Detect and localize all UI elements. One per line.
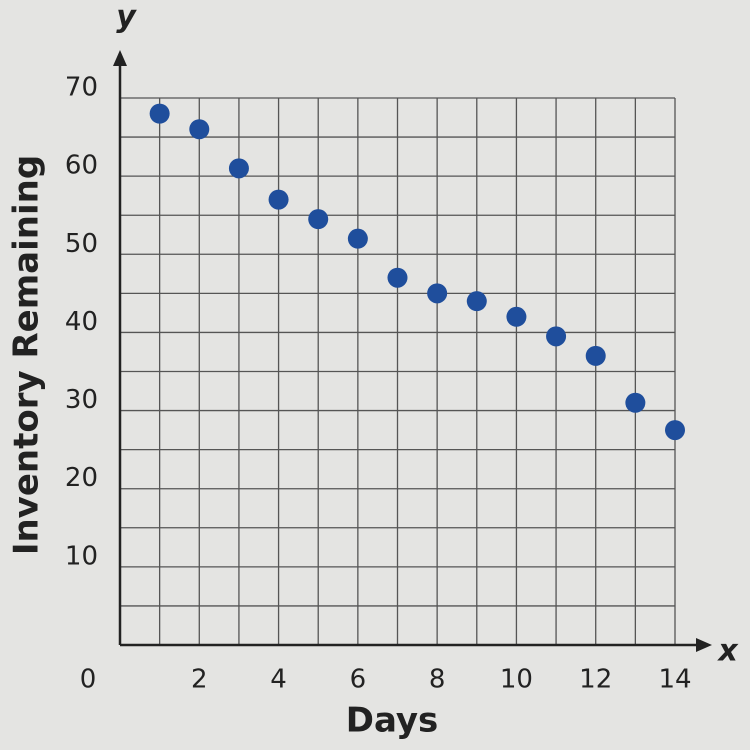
data-point (189, 119, 210, 140)
data-point (427, 283, 448, 304)
x-tick-label: 2 (191, 665, 208, 695)
data-point (546, 326, 567, 347)
y-axis-arrow (113, 50, 127, 66)
x-axis-label: Days (346, 701, 439, 741)
y-tick-label: 10 (65, 541, 98, 571)
x-tick-label: 8 (429, 665, 446, 695)
y-tick-label: 30 (65, 385, 98, 415)
x-axis-arrow (696, 638, 712, 652)
data-point (625, 392, 646, 413)
y-tick-label: 20 (65, 463, 98, 493)
data-point (347, 228, 368, 249)
data-point (228, 158, 249, 179)
data-point (387, 267, 408, 288)
y-tick-label: 60 (65, 151, 98, 181)
data-point (466, 291, 487, 312)
x-axis-letter: x (716, 634, 739, 669)
x-tick-label: 0 (80, 665, 97, 695)
data-point (149, 103, 170, 124)
y-axis-letter: y (116, 0, 137, 35)
y-tick-label: 50 (65, 229, 98, 259)
data-point (585, 345, 606, 366)
x-tick-label: 10 (500, 665, 533, 695)
data-point (665, 420, 685, 441)
x-tick-label: 6 (350, 665, 367, 695)
y-tick-label: 70 (65, 73, 98, 103)
x-tick-label: 14 (658, 665, 691, 695)
data-point (268, 189, 289, 210)
y-axis-label: Inventory Remaining (7, 155, 47, 555)
data-point (308, 209, 329, 230)
y-tick-label: 40 (65, 307, 98, 337)
x-tick-label: 4 (270, 665, 287, 695)
data-point (506, 306, 527, 327)
x-tick-label: 12 (579, 665, 612, 695)
